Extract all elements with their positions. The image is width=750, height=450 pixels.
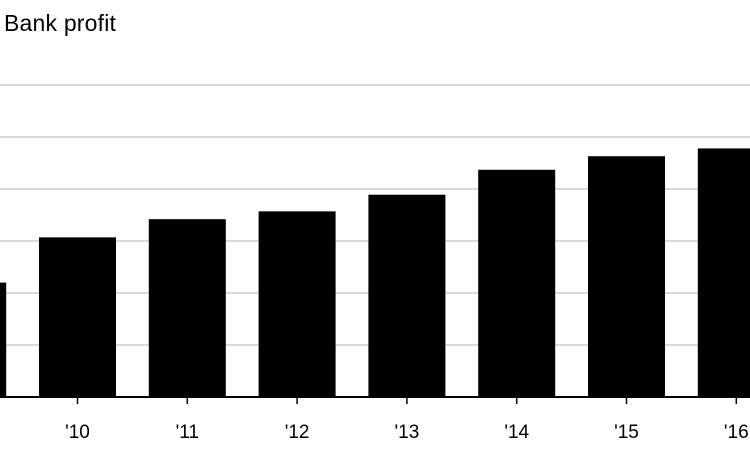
bar-14 (478, 169, 556, 397)
x-tick-labels: '10 '11 '12 '13 '14 '15 '16 (65, 422, 749, 443)
x-axis (0, 396, 750, 404)
x-tick-label: '15 (614, 422, 639, 443)
x-tick-label: '11 (176, 422, 199, 443)
bar-16 (697, 148, 750, 397)
bar-13 (368, 194, 446, 397)
chart-title: Bank profit (4, 10, 117, 36)
bar-10 (39, 237, 116, 397)
x-tick-label: '10 (65, 422, 90, 443)
bar-11 (148, 219, 226, 397)
x-tick-label: '14 (504, 422, 529, 443)
bar-09 (0, 282, 7, 397)
x-tick-label: '16 (724, 422, 749, 443)
bar-12 (258, 211, 336, 397)
x-tick-label: '12 (285, 422, 310, 443)
bars (0, 148, 750, 397)
x-tick-label: '13 (395, 422, 420, 443)
bar-15 (588, 156, 665, 397)
